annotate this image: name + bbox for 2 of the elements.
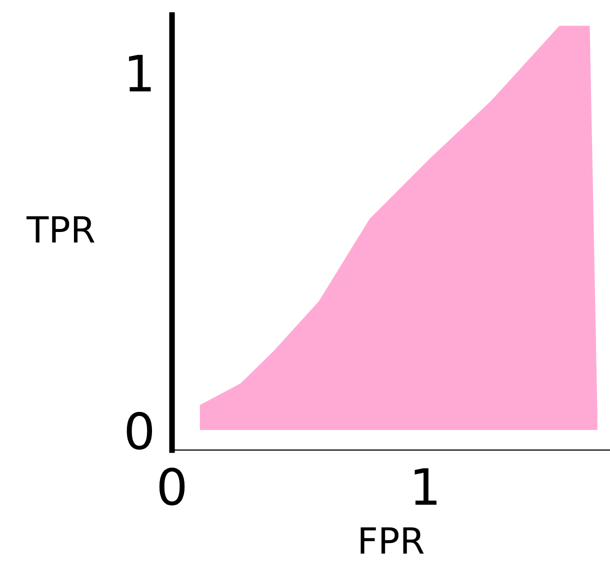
y-axis-title: TPR — [26, 216, 94, 243]
x-axis-title: FPR — [360, 527, 424, 554]
